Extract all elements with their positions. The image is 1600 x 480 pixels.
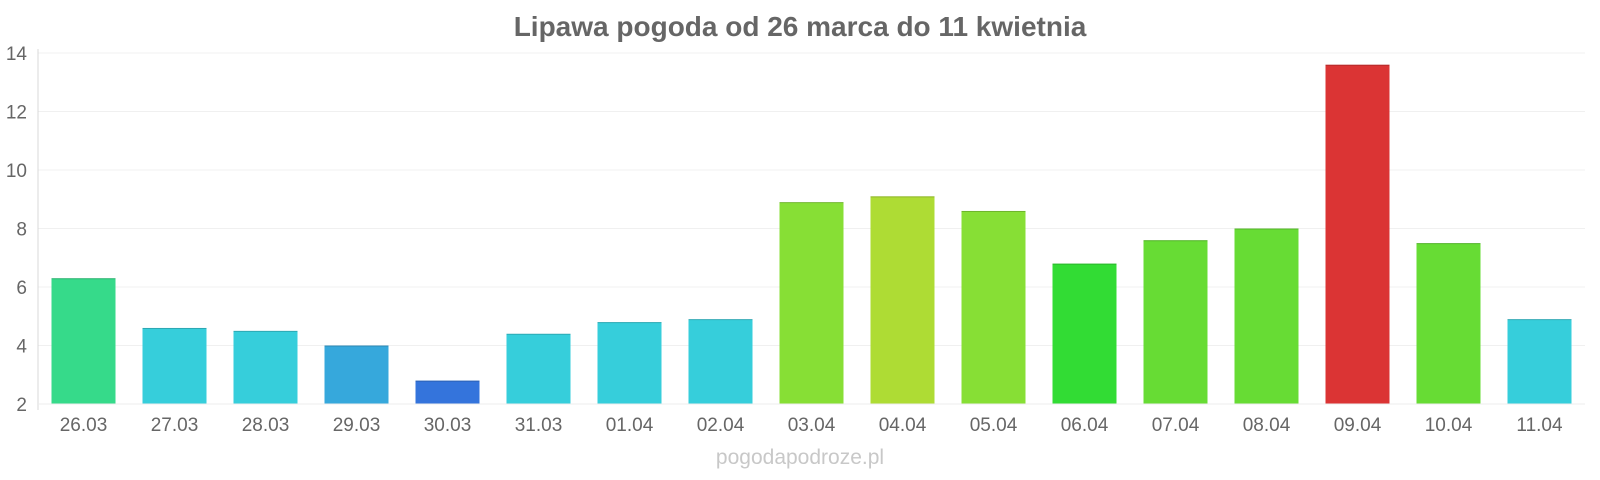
bar bbox=[1325, 64, 1390, 404]
x-tick-label: 26.03 bbox=[60, 415, 108, 436]
x-tick-label: 08.04 bbox=[1243, 415, 1291, 436]
x-tick-label: 09.04 bbox=[1334, 415, 1382, 436]
bar bbox=[1143, 240, 1208, 404]
x-tick-label: 02.04 bbox=[697, 415, 745, 436]
x-tick-label: 29.03 bbox=[333, 415, 381, 436]
y-tick-label: 12 bbox=[6, 103, 27, 124]
x-tick-label: 01.04 bbox=[606, 415, 654, 436]
axes bbox=[37, 49, 1585, 410]
bar bbox=[961, 210, 1026, 404]
y-tick-label: 10 bbox=[6, 161, 27, 182]
x-tick-label: 11.04 bbox=[1516, 415, 1563, 436]
x-tick-label: 31.03 bbox=[515, 415, 563, 436]
x-tick-label: 10.04 bbox=[1425, 415, 1473, 436]
y-axis-tick-labels: 2 4 6 8 10 12 14 bbox=[6, 44, 28, 416]
bar bbox=[1234, 228, 1299, 404]
x-tick-label: 30.03 bbox=[424, 415, 472, 436]
bar bbox=[506, 333, 571, 404]
x-tick-label: 03.04 bbox=[788, 415, 836, 436]
bar bbox=[233, 330, 298, 404]
y-tick-label: 6 bbox=[16, 278, 27, 299]
bar bbox=[1507, 319, 1572, 404]
bar bbox=[51, 278, 116, 404]
chart-title: Lipawa pogoda od 26 marca do 11 kwietnia bbox=[514, 11, 1087, 42]
x-tick-label: 07.04 bbox=[1152, 415, 1200, 436]
x-tick-label: 06.04 bbox=[1061, 415, 1109, 436]
x-tick-label: 28.03 bbox=[242, 415, 290, 436]
bars bbox=[51, 64, 1572, 404]
y-tick-label: 8 bbox=[16, 220, 27, 241]
x-tick-label: 04.04 bbox=[879, 415, 927, 436]
x-axis-tick-labels: 26.03 27.03 28.03 29.03 30.03 31.03 01.04 02.04… bbox=[60, 415, 1563, 436]
bar bbox=[142, 327, 207, 404]
watermark: pogodapodroze.pl bbox=[716, 446, 884, 469]
bar bbox=[1052, 263, 1117, 404]
y-tick-label: 14 bbox=[6, 44, 28, 65]
bar bbox=[324, 345, 389, 404]
bar bbox=[415, 380, 480, 404]
bar bbox=[688, 319, 753, 404]
bar bbox=[597, 322, 662, 404]
bar bbox=[779, 202, 844, 404]
x-tick-label: 27.03 bbox=[151, 415, 199, 436]
bar bbox=[1416, 243, 1481, 404]
bar bbox=[870, 196, 935, 404]
x-tick-label: 05.04 bbox=[970, 415, 1018, 436]
y-tick-label: 2 bbox=[16, 395, 27, 416]
y-tick-label: 4 bbox=[16, 337, 27, 358]
